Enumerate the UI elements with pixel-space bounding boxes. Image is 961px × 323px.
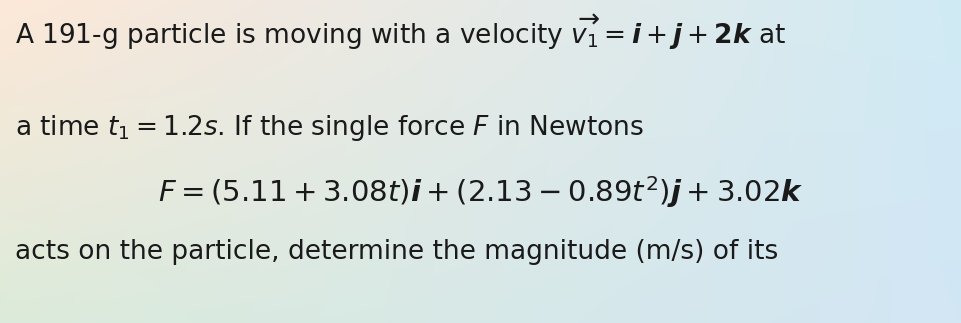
Text: acts on the particle, determine the magnitude (m/s) of its: acts on the particle, determine the magn… xyxy=(15,239,777,265)
Text: $F = (5.11 + 3.08t)\boldsymbol{i} + (2.13 - 0.89t^2)\boldsymbol{j} + 3.02\boldsy: $F = (5.11 + 3.08t)\boldsymbol{i} + (2.1… xyxy=(158,174,803,210)
Text: a time $t_1 = 1.2s$. If the single force $F$ in Newtons: a time $t_1 = 1.2s$. If the single force… xyxy=(15,113,644,143)
Text: A 191-g particle is moving with a velocity $\overrightarrow{v_1} = \boldsymbol{i: A 191-g particle is moving with a veloci… xyxy=(15,13,786,52)
